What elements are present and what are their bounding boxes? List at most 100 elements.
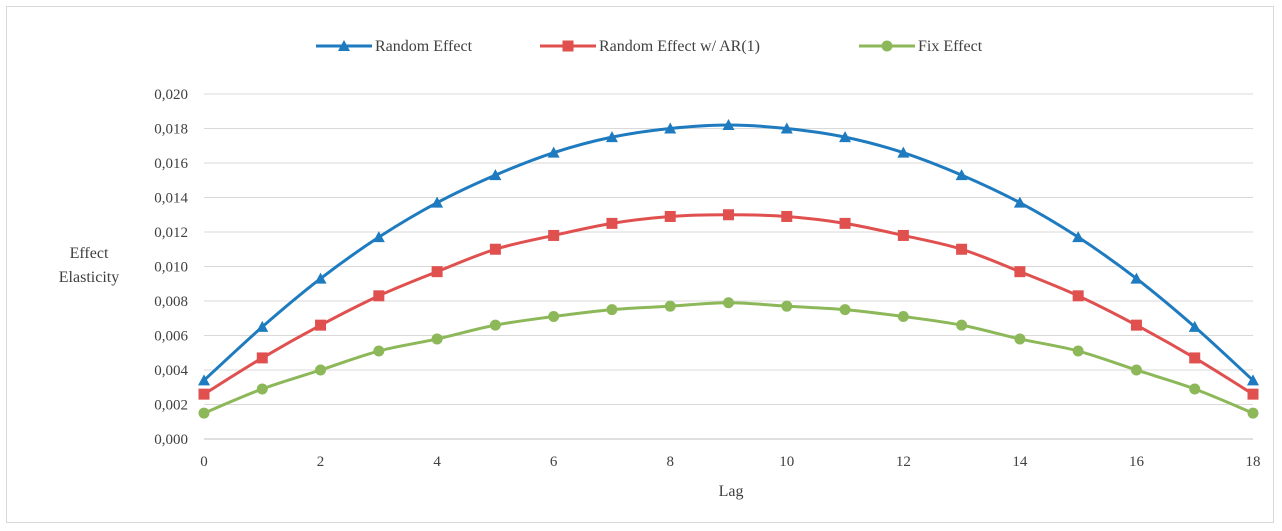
x-tick-label: 2 xyxy=(317,454,325,470)
y-tick-label: 0,000 xyxy=(154,432,188,448)
data-point xyxy=(781,300,793,312)
data-point xyxy=(780,122,793,134)
data-point xyxy=(1130,364,1142,376)
data-point xyxy=(1189,352,1201,364)
data-point xyxy=(256,352,268,364)
legend-item: Fix Effect xyxy=(859,38,983,55)
y-tick-label: 0,006 xyxy=(154,329,188,345)
data-point xyxy=(1247,374,1259,386)
y-tick-label: 0,012 xyxy=(154,225,188,241)
gridlines xyxy=(204,93,1253,440)
x-tick-label: 10 xyxy=(779,454,794,470)
data-point xyxy=(1130,319,1142,331)
data-point xyxy=(897,229,909,241)
data-point xyxy=(1130,272,1143,284)
data-point xyxy=(1072,345,1084,357)
data-point xyxy=(1072,231,1085,243)
data-point xyxy=(839,304,851,316)
y-tick-label: 0,010 xyxy=(154,260,188,276)
data-point xyxy=(897,146,910,158)
data-point xyxy=(897,311,909,323)
x-tick-label: 4 xyxy=(433,454,441,470)
data-point xyxy=(431,333,443,345)
data-point xyxy=(839,217,851,229)
data-point xyxy=(373,290,385,302)
data-point xyxy=(605,131,618,143)
data-point xyxy=(1188,320,1201,332)
legend-label: Random Effect xyxy=(375,38,473,55)
series-line xyxy=(203,301,1254,415)
legend-marker xyxy=(338,40,350,51)
x-tick-label: 6 xyxy=(550,454,558,470)
legend-item: Random Effect w/ AR(1) xyxy=(540,38,760,55)
data-point xyxy=(256,320,269,332)
y-tick-label: 0,008 xyxy=(154,294,188,310)
series-1 xyxy=(198,119,1259,386)
data-point xyxy=(315,364,327,376)
data-point xyxy=(956,319,968,331)
data-point xyxy=(839,131,852,143)
legend-marker xyxy=(562,40,574,52)
x-axis: 0 2 4 6 8 10 12 14 16 18 xyxy=(200,454,1260,470)
data-point xyxy=(723,209,734,221)
y-axis-title-line2: Elasticity xyxy=(59,269,119,286)
x-tick-label: 16 xyxy=(1129,454,1145,470)
y-tick-label: 0,002 xyxy=(154,398,188,414)
data-point xyxy=(315,319,327,331)
legend-item: Random Effect xyxy=(316,38,473,55)
y-axis-title-line1: Effect xyxy=(70,245,109,262)
data-point xyxy=(781,210,793,222)
data-point xyxy=(955,169,968,181)
x-tick-label: 12 xyxy=(896,454,911,470)
series-3 xyxy=(198,297,1259,419)
data-point xyxy=(431,266,443,278)
data-point xyxy=(548,311,560,323)
data-point xyxy=(256,383,268,395)
y-tick-label: 0,004 xyxy=(154,363,188,379)
data-point xyxy=(198,374,210,386)
y-tick-label: 0,020 xyxy=(154,87,188,103)
data-point xyxy=(1013,196,1026,208)
legend-marker xyxy=(881,40,893,52)
data-point xyxy=(1014,333,1026,345)
data-point xyxy=(198,388,210,400)
chart-frame xyxy=(6,6,1274,523)
data-point xyxy=(956,243,968,255)
data-point xyxy=(1189,383,1201,395)
data-point xyxy=(548,229,560,241)
data-point xyxy=(431,196,444,208)
data-point xyxy=(723,297,734,309)
x-tick-label: 18 xyxy=(1246,454,1261,470)
data-point xyxy=(1247,407,1259,419)
data-point xyxy=(664,210,676,222)
data-point xyxy=(664,300,676,312)
series-group xyxy=(198,119,1259,419)
legend-label: Fix Effect xyxy=(918,38,983,55)
data-point xyxy=(314,272,327,284)
data-point xyxy=(547,146,560,158)
data-point xyxy=(372,231,385,243)
x-tick-label: 8 xyxy=(666,454,674,470)
data-point xyxy=(489,243,501,255)
data-point xyxy=(1247,388,1259,400)
x-tick-label: 0 xyxy=(200,454,208,470)
y-tick-label: 0,016 xyxy=(154,156,188,172)
data-point xyxy=(606,304,618,316)
data-point xyxy=(1014,266,1026,278)
legend: Random Effect Random Effect w/ AR(1) Fix E… xyxy=(316,38,983,55)
data-point xyxy=(722,119,735,131)
series-2 xyxy=(198,209,1259,400)
x-tick-label: 14 xyxy=(1012,454,1028,470)
y-tick-label: 0,018 xyxy=(154,122,188,138)
x-axis-title: Lag xyxy=(719,483,744,500)
data-point xyxy=(373,345,385,357)
legend-label: Random Effect w/ AR(1) xyxy=(599,38,760,55)
data-point xyxy=(606,217,618,229)
y-tick-label: 0,014 xyxy=(154,191,188,207)
data-point xyxy=(664,122,677,134)
data-point xyxy=(489,169,502,181)
y-axis: 0,000 0,002 0,004 0,006 0,008 0,010 0,012 0,014… xyxy=(154,87,188,448)
data-point xyxy=(489,319,501,331)
data-point xyxy=(198,407,210,419)
